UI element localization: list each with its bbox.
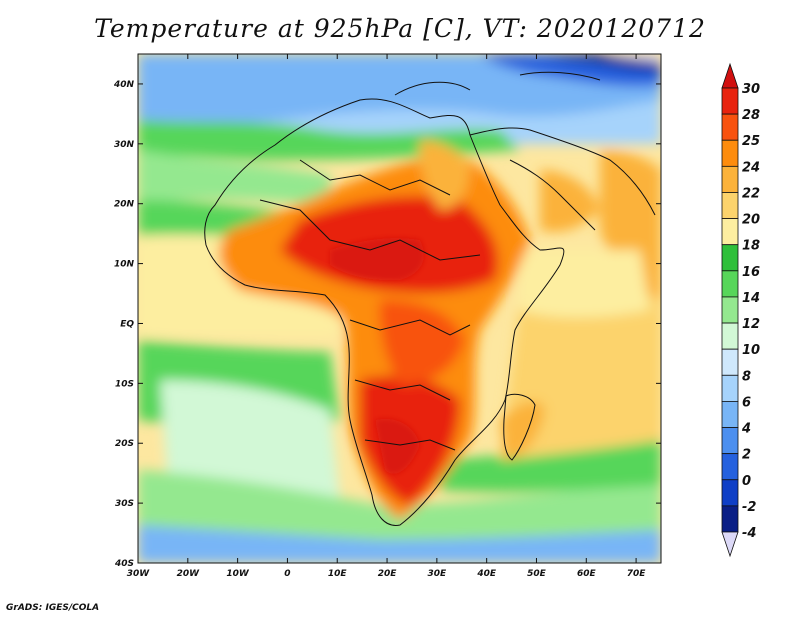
lat-tick-label: 20N [114,200,135,210]
colorbar-swatch [721,139,739,167]
colorbar-label: 8 [742,369,751,384]
temperature-field [138,54,661,563]
colorbar-swatch [721,479,739,507]
colorbar-label: 18 [742,239,760,254]
colorbar-swatch [721,427,739,455]
colorbar-label: 2 [742,448,751,463]
colorbar-swatch [721,87,739,115]
colorbar-label: 30 [742,82,760,97]
colorbar-swatch [721,270,739,298]
lon-tick-label: 30W [127,569,151,579]
colorbar-swatch [721,322,739,350]
lat-tick-label: EQ [120,319,134,329]
lat-tick-label: 30S [115,499,134,509]
colorbar-label: 12 [742,317,760,332]
colorbar-swatch [721,113,739,141]
colorbar-swatch [721,218,739,246]
colorbar-label: 20 [742,213,760,228]
colorbar-label: 0 [742,474,751,489]
colorbar-label: 6 [742,395,751,410]
colorbar-swatch [721,374,739,402]
lon-tick-label: 30E [428,569,448,579]
lat-tick-label: 20S [115,439,134,449]
lon-tick-label: 0 [284,569,290,579]
lat-tick-label: 40S [114,559,134,569]
lat-tick-label: 30N [114,140,135,150]
latitude-axis: 40N 30N 20N 10N EQ 10S 20S 30S 40S [113,80,661,569]
colorbar-label: 25 [742,134,760,149]
lon-tick-label: 20E [378,569,398,579]
longitude-axis: 30W 20W 10W 0 10E 20E 30E 40E 50E 60E 70E [127,54,647,579]
lon-tick-label: 10E [328,569,348,579]
colorbar-label: 28 [742,108,760,123]
colorbar-swatch [721,192,739,219]
colorbar-label: 4 [741,422,751,437]
lat-tick-label: 40N [113,80,135,90]
colorbar-label: 24 [742,160,760,175]
colorbar-swatch [721,505,739,533]
colorbar-label: 16 [742,265,760,280]
colorbar-swatch [721,401,739,428]
lon-tick-label: 60E [577,569,597,579]
footer-credit: GrADS: IGES/COLA [6,603,100,613]
lon-tick-label: 20W [177,569,201,579]
colorbar-under-triangle [721,531,739,558]
colorbar-label: -4 [742,526,756,541]
colorbar-swatch [721,165,739,193]
colorbar-over-triangle [721,62,739,89]
colorbar-swatch [721,244,739,272]
colorbar-label: 10 [742,343,760,358]
map-title: Temperature at 925hPa [C], VT: 202012071… [94,14,706,43]
colorbar-swatch [721,296,739,324]
lon-tick-label: 70E [627,569,647,579]
map-frame [137,53,662,564]
coastline [204,71,656,526]
lat-tick-label: 10S [115,379,134,389]
colorbar-swatch [721,348,739,376]
colorbar-label: 22 [742,186,760,201]
lon-tick-label: 40E [476,569,497,579]
colorbar-label: 14 [742,291,760,306]
colorbar-swatch [721,453,739,481]
lon-tick-label: 10W [226,569,250,579]
colorbar-label: -2 [742,500,756,515]
lat-tick-label: 10N [114,260,135,270]
lon-tick-label: 50E [527,569,547,579]
